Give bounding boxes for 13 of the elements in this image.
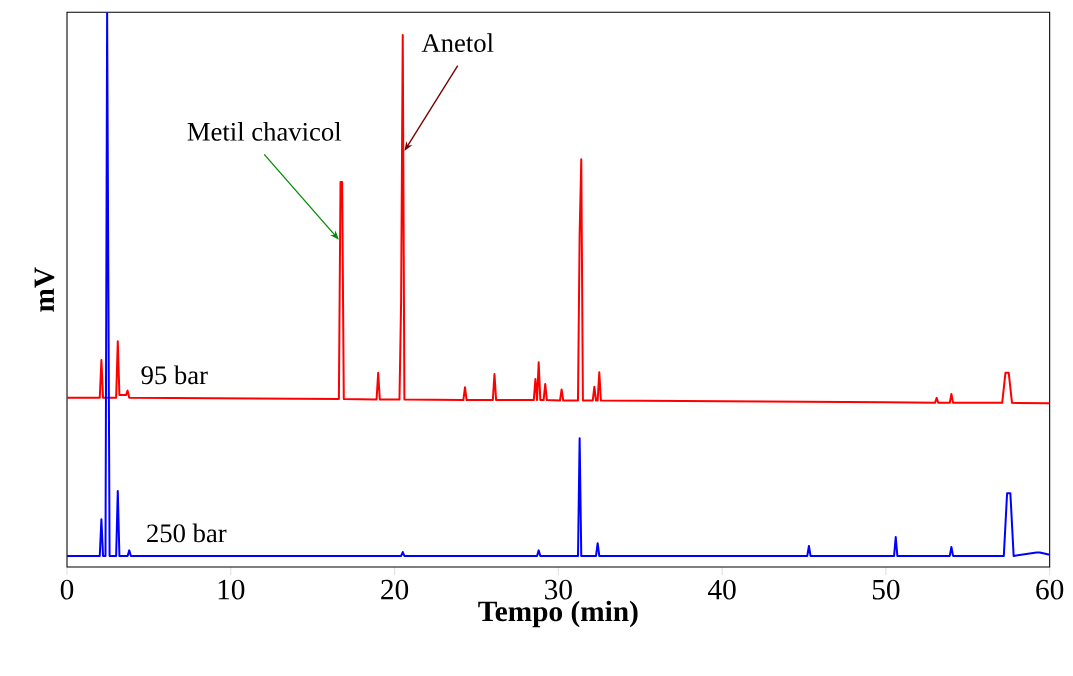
x-tick-label: 30	[545, 579, 572, 600]
y-axis-title: mV	[34, 267, 55, 312]
x-tick-label: 20	[381, 579, 409, 600]
x-tick-label: 10	[218, 579, 245, 600]
series-label: 95 bar	[141, 365, 208, 385]
x-tick-label: 50	[872, 579, 900, 600]
annotation: Metil chavicol	[187, 122, 342, 141]
x-tick-label: 60	[1036, 579, 1064, 600]
x-tick-label: 40	[708, 579, 736, 600]
x-tick-label: 0	[60, 579, 74, 600]
annotation: Anetol	[421, 33, 494, 53]
x-axis-title: Tempo (min)	[478, 600, 638, 628]
series-label: 250 bar	[147, 523, 227, 543]
